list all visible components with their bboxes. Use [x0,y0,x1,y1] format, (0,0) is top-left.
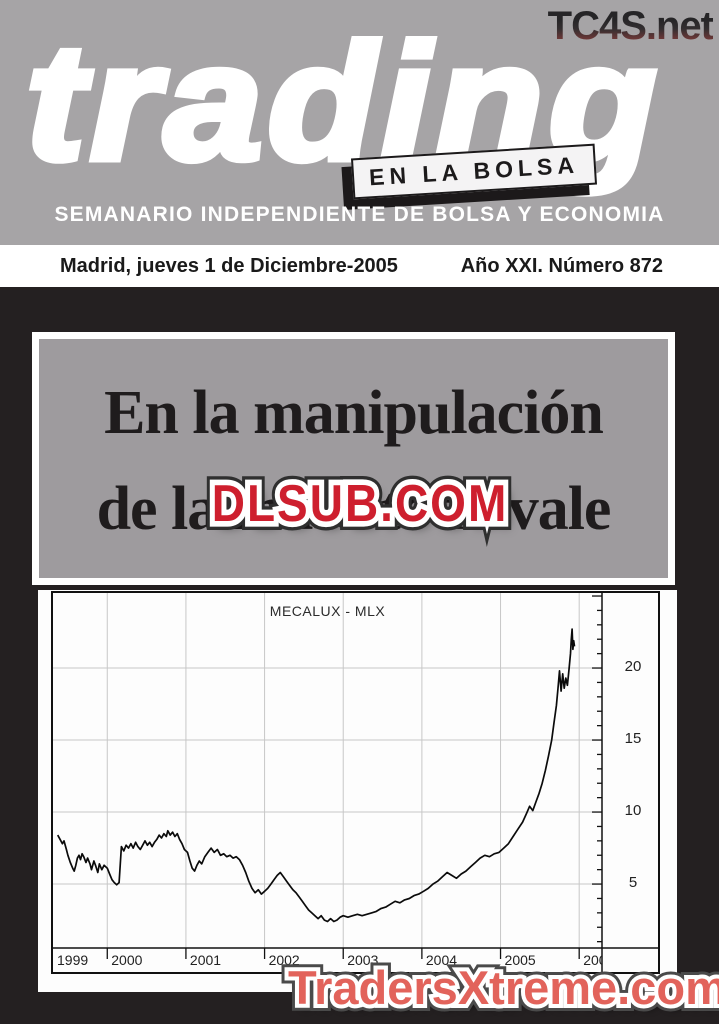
headline-box: En la manipulación de la masa todo vale [39,339,668,578]
dateline-bar: Madrid, jueves 1 de Diciembre-2005 Año X… [0,245,719,287]
x-axis-tick-label: 2000 [111,952,143,968]
masthead: TC4S.net trading EN LA BOLSA SEMANARIO I… [0,0,719,245]
x-axis-tick-label: 1999 [57,952,89,968]
chart-title: MECALUX - MLX [269,603,386,619]
dlsub-watermark: DLSUB.COM [200,473,520,533]
issue-date: Madrid, jueves 1 de Diciembre-2005 [60,254,398,277]
masthead-subtitle: SEMANARIO INDEPENDIENTE DE BOLSA Y ECONO… [54,203,665,226]
x-axis-tick-label: 2001 [189,952,222,968]
headline-line-1: En la manipulación [104,379,604,447]
issue-number: Año XXI. Número 872 [460,254,663,277]
chart-panel [38,590,677,992]
tradersxtreme-watermark: TradersXtreme.com [288,960,719,1015]
tc4s-watermark: TC4S.net [547,4,714,48]
headline-frame: En la manipulación de la masa todo vale [32,332,675,585]
